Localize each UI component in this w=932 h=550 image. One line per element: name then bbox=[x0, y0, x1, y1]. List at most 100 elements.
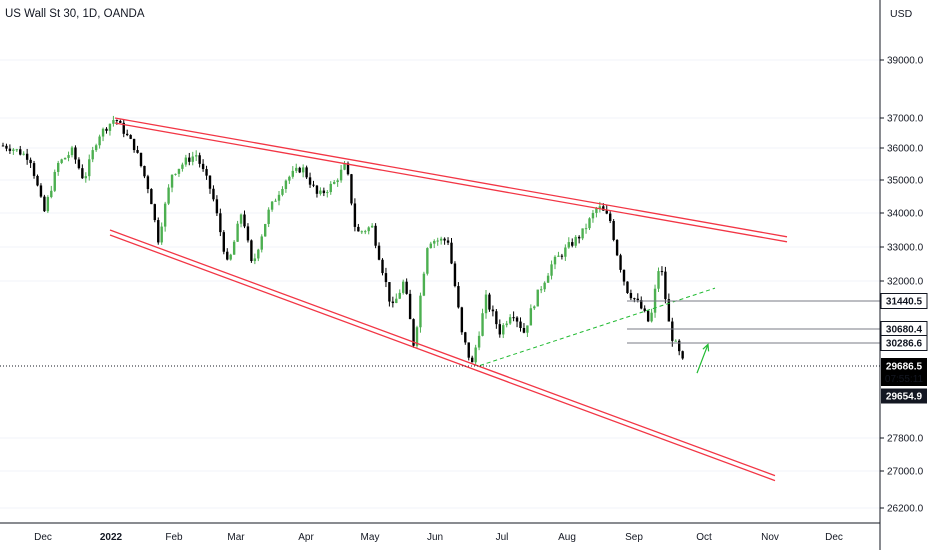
candle-body bbox=[543, 282, 546, 290]
candle-body bbox=[484, 294, 488, 314]
candle-body bbox=[426, 248, 429, 274]
price-axis[interactable]: 39000.0 37000.0 36000.0 35000.0 34000.0 33000… bbox=[880, 56, 924, 515]
candle-body bbox=[291, 170, 294, 177]
candle-body bbox=[184, 157, 188, 165]
arrow-annotation[interactable] bbox=[696, 344, 709, 374]
candle-body bbox=[74, 147, 77, 160]
candle-body bbox=[374, 225, 377, 246]
channel-upper-line[interactable] bbox=[114, 122, 788, 243]
candle-body bbox=[91, 150, 94, 160]
candle-body bbox=[453, 263, 457, 287]
candle-body bbox=[477, 335, 481, 348]
candle-body bbox=[439, 238, 443, 241]
candle-body bbox=[398, 292, 401, 299]
candle-body bbox=[540, 289, 543, 291]
candle-body bbox=[464, 332, 467, 343]
candle-body bbox=[350, 174, 353, 204]
candle-body bbox=[550, 264, 553, 276]
candle-body bbox=[498, 324, 501, 335]
time-axis[interactable]: Dec 2022 Feb Mar Apr May Jun Jul Aug Sep Oct Nov Dec bbox=[34, 532, 843, 543]
candle-body bbox=[143, 165, 146, 177]
candle-body bbox=[236, 223, 239, 242]
candle-body bbox=[560, 255, 564, 257]
level-price-label: 31440.5 bbox=[886, 297, 923, 308]
candle-body bbox=[50, 190, 53, 198]
candle-body bbox=[284, 180, 288, 189]
candle-body bbox=[208, 175, 212, 189]
drawing-tools[interactable] bbox=[0, 117, 880, 482]
candle-body bbox=[88, 159, 91, 177]
candle-body bbox=[446, 240, 450, 243]
time-tick-label: Sep bbox=[625, 532, 643, 543]
candle-body bbox=[595, 208, 598, 213]
candle-body bbox=[319, 190, 322, 194]
candle-body bbox=[264, 224, 267, 237]
candle-body bbox=[643, 308, 646, 311]
candle-body bbox=[67, 155, 70, 158]
price-tick-label: 36000.0 bbox=[887, 144, 924, 155]
candle-body bbox=[457, 286, 460, 308]
candle-body bbox=[591, 212, 595, 219]
candle-body bbox=[353, 203, 357, 227]
candle-body bbox=[29, 159, 32, 164]
price-tick-label: 33000.0 bbox=[887, 243, 924, 254]
candle-body bbox=[571, 242, 574, 246]
candle-body bbox=[274, 200, 277, 202]
currency-label: USD bbox=[890, 8, 913, 20]
time-tick-label: Oct bbox=[696, 532, 712, 543]
candle-body bbox=[288, 176, 291, 181]
candle-body bbox=[522, 328, 526, 333]
candle-body bbox=[598, 206, 602, 209]
candle-body bbox=[519, 321, 522, 329]
time-tick-label: 2022 bbox=[100, 532, 123, 543]
candle-body bbox=[295, 167, 298, 171]
channel-lower-line[interactable] bbox=[109, 234, 776, 482]
price-tick-label: 27000.0 bbox=[887, 467, 924, 478]
level-label-box bbox=[880, 335, 928, 351]
channel-upper-line[interactable] bbox=[114, 117, 788, 238]
candle-body bbox=[564, 247, 567, 257]
candle-body bbox=[581, 228, 584, 239]
candle-body bbox=[436, 240, 439, 242]
candle-body bbox=[253, 258, 257, 262]
current-price-label: 29686.5 bbox=[886, 362, 923, 373]
time-tick-label: Dec bbox=[34, 532, 52, 543]
candle-body bbox=[150, 189, 153, 205]
time-tick-label: Feb bbox=[165, 532, 183, 543]
candle-body bbox=[101, 128, 105, 137]
time-tick-label: Jul bbox=[496, 532, 509, 543]
candle-body bbox=[526, 325, 529, 333]
price-tick-label: 32000.0 bbox=[887, 277, 924, 288]
candle-body bbox=[629, 293, 633, 299]
candle-body bbox=[488, 294, 491, 310]
candle-body bbox=[467, 342, 470, 358]
candle-body bbox=[132, 138, 136, 151]
candle-body bbox=[370, 225, 374, 228]
candle-body bbox=[212, 188, 215, 200]
candle-body bbox=[301, 167, 305, 173]
candle-body bbox=[619, 255, 622, 270]
candle-body bbox=[336, 180, 339, 183]
candle-body bbox=[367, 227, 370, 232]
candle-body bbox=[471, 357, 474, 363]
candle-body bbox=[239, 214, 243, 224]
candle-body bbox=[557, 255, 560, 257]
candle-body bbox=[191, 156, 194, 162]
candle-body bbox=[529, 308, 533, 326]
channel-lower-line[interactable] bbox=[109, 229, 776, 477]
candle-body bbox=[229, 254, 232, 260]
trendline-dashed[interactable] bbox=[479, 287, 716, 366]
candle-body bbox=[650, 312, 653, 322]
candle-body bbox=[281, 188, 284, 195]
candle-body bbox=[505, 323, 508, 326]
candle-body bbox=[84, 176, 87, 179]
candle-body bbox=[481, 313, 484, 336]
candle-body bbox=[232, 241, 236, 255]
candle-body bbox=[81, 168, 84, 179]
candle-body bbox=[495, 311, 498, 325]
candle-body bbox=[640, 300, 643, 309]
candle-body bbox=[226, 251, 229, 260]
candle-body bbox=[308, 177, 312, 185]
candle-body bbox=[315, 185, 319, 194]
